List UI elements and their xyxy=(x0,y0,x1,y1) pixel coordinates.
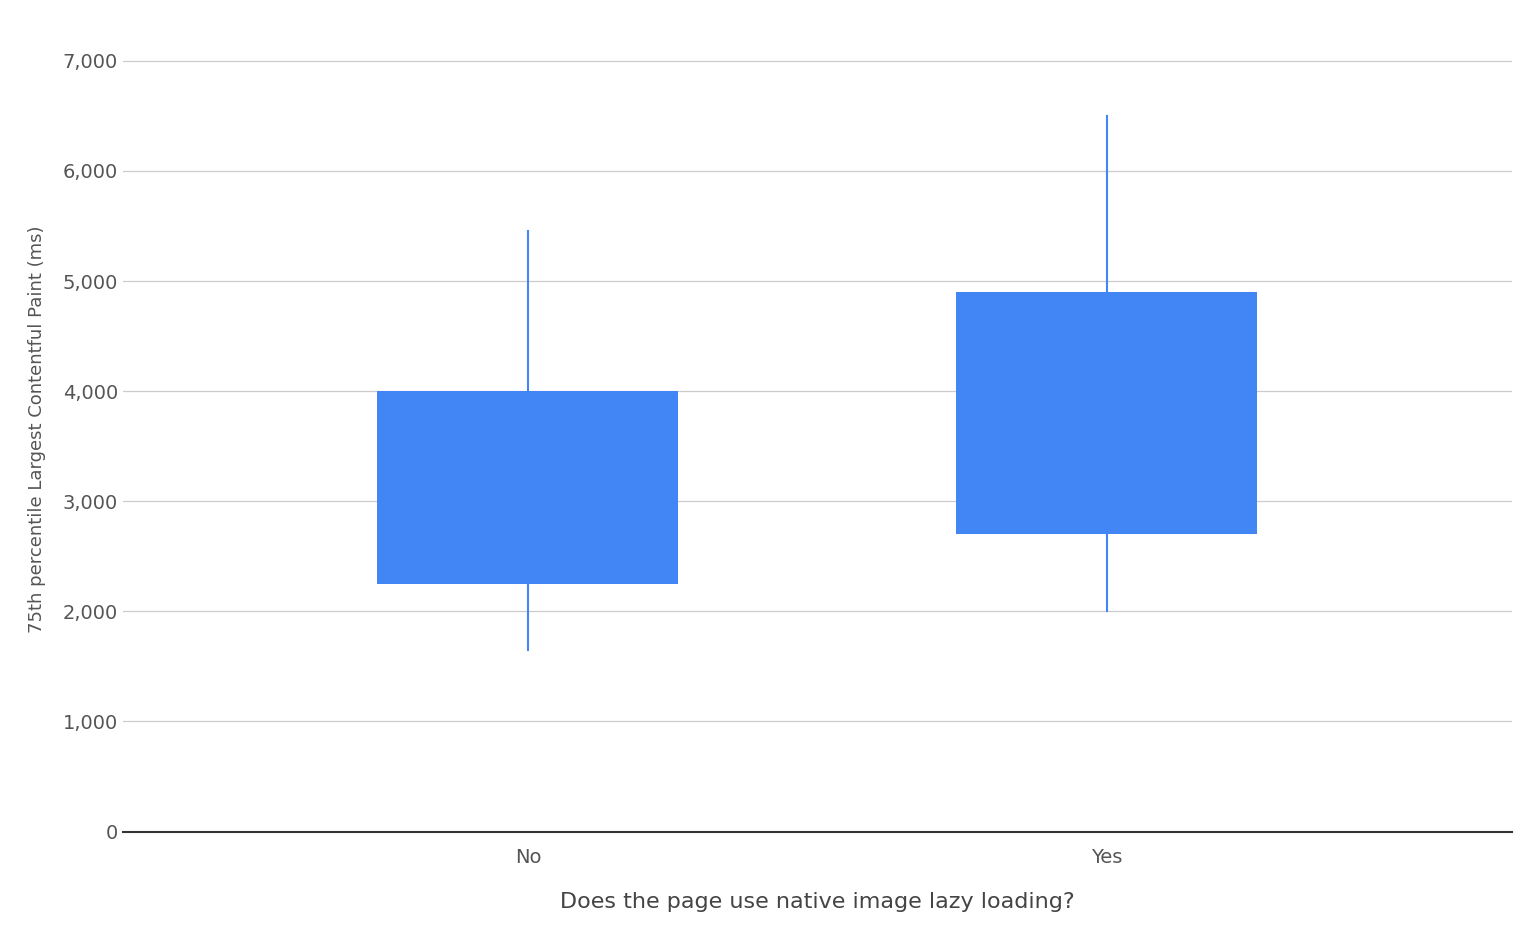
Bar xyxy=(956,292,1258,534)
Bar xyxy=(377,391,679,584)
Y-axis label: 75th percentile Largest Contentful Paint (ms): 75th percentile Largest Contentful Paint… xyxy=(28,226,46,634)
X-axis label: Does the page use native image lazy loading?: Does the page use native image lazy load… xyxy=(561,892,1075,912)
